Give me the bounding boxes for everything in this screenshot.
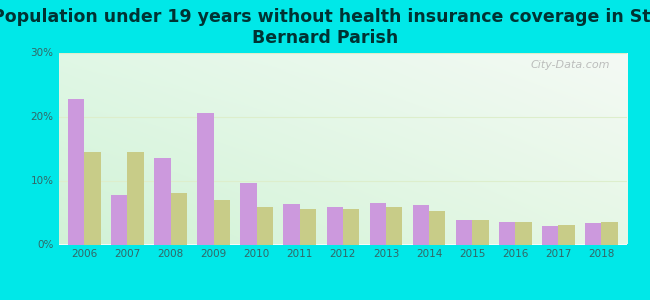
Bar (343, 209, 359, 244)
Bar (601, 222, 618, 244)
Bar (154, 158, 170, 244)
Bar (386, 207, 402, 244)
Bar (240, 183, 257, 244)
Bar (68, 99, 84, 244)
Bar (558, 225, 575, 244)
Bar (127, 152, 144, 244)
Bar (326, 207, 343, 244)
Bar (170, 193, 187, 244)
Bar (515, 222, 532, 244)
Bar (456, 220, 472, 244)
Bar (499, 222, 515, 244)
Bar (257, 207, 273, 244)
Bar (370, 203, 386, 244)
Bar (214, 200, 230, 244)
Bar (300, 209, 316, 244)
Text: Population under 19 years without health insurance coverage in St.
Bernard Paris: Population under 19 years without health… (0, 8, 650, 47)
Bar (472, 220, 489, 244)
Text: City-Data.com: City-Data.com (530, 60, 610, 70)
Bar (585, 223, 601, 244)
Bar (413, 205, 429, 244)
Bar (429, 211, 445, 244)
Bar (84, 152, 101, 244)
Bar (111, 195, 127, 244)
Bar (283, 204, 300, 244)
Bar (197, 113, 214, 244)
Bar (542, 226, 558, 244)
